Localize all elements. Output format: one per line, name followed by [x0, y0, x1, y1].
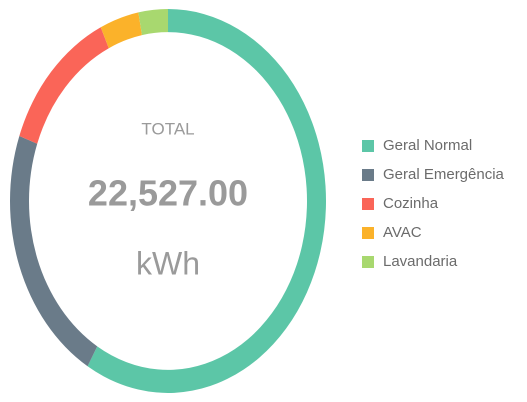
legend: Geral Normal Geral Emergência Cozinha AVAC L… [362, 137, 505, 270]
donut-segment [19, 27, 109, 144]
legend-swatch [362, 227, 374, 239]
center-value: 22,527.00 [88, 173, 248, 214]
legend-label: Cozinha [383, 195, 439, 212]
legend-swatch [362, 198, 374, 210]
donut-segment [10, 135, 98, 367]
legend-swatch [362, 140, 374, 152]
legend-label: AVAC [383, 224, 422, 241]
legend-swatch [362, 169, 374, 181]
legend-label: Geral Emergência [383, 166, 505, 183]
donut [10, 9, 326, 393]
center-unit: kWh [136, 245, 200, 281]
legend-label: Geral Normal [383, 137, 472, 154]
donut-segment [100, 12, 142, 49]
donut-segment [138, 9, 168, 36]
legend-swatch [362, 256, 374, 268]
center-title: TOTAL [141, 119, 194, 138]
legend-label: Lavandaria [383, 253, 458, 270]
